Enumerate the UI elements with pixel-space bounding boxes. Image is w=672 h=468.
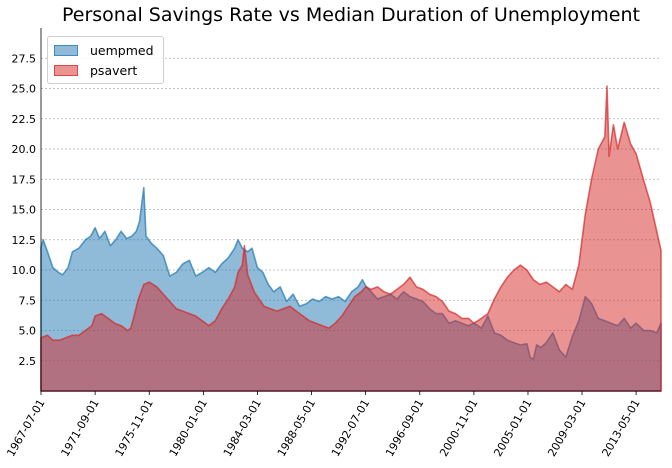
x-tick-label: 1992-07-01 [329, 397, 372, 459]
x-tick-label: 1980-01-01 [167, 397, 210, 459]
y-tick-label: 22.5 [12, 113, 37, 126]
x-tick-label: 2009-03-01 [545, 397, 588, 459]
x-axis-ticks: 1967-07-01 1971-09-01 1975-11-01 1980-01-01… [4, 391, 643, 459]
series-areas [40, 85, 662, 392]
axes [40, 28, 661, 392]
area-psavert [40, 85, 662, 392]
y-tick-label: 5.0 [19, 325, 37, 338]
x-tick-label: 1996-09-01 [383, 397, 426, 459]
x-tick-label: 1984-03-01 [221, 397, 264, 459]
y-tick-label: 20.0 [12, 143, 37, 156]
y-tick-label: 25.0 [12, 83, 37, 96]
legend-label-uempmed: uempmed [90, 42, 154, 58]
x-tick-label: 1975-11-01 [113, 397, 156, 459]
y-tick-label: 7.5 [19, 294, 37, 307]
y-axis-ticks: 2.5 5.0 7.5 10.0 12.5 15.0 17.5 20.0 22.5 25.0 27.… [12, 52, 37, 368]
x-tick-label: 1988-05-01 [275, 397, 318, 459]
y-tick-label: 17.5 [12, 173, 37, 186]
x-tick-label: 2013-05-01 [599, 397, 642, 459]
y-tick-label: 27.5 [12, 52, 37, 65]
legend-item-psavert: psavert [54, 62, 137, 78]
legend-swatch-psavert [54, 64, 78, 76]
legend-item-uempmed: uempmed [54, 42, 154, 58]
y-tick-label: 15.0 [12, 204, 37, 217]
x-tick-label: 2005-01-01 [491, 397, 534, 459]
legend-swatch-uempmed [54, 44, 78, 56]
y-tick-label: 2.5 [19, 355, 37, 368]
x-tick-label: 2000-11-01 [437, 397, 480, 459]
legend: uempmed psavert [47, 36, 164, 84]
y-tick-label: 10.0 [12, 264, 37, 277]
chart-title: Personal Savings Rate vs Median Duration… [62, 4, 640, 26]
x-tick-label: 1967-07-01 [4, 397, 47, 459]
legend-label-psavert: psavert [90, 62, 138, 78]
x-tick-label: 1971-09-01 [59, 397, 102, 459]
y-tick-label: 12.5 [12, 234, 37, 247]
